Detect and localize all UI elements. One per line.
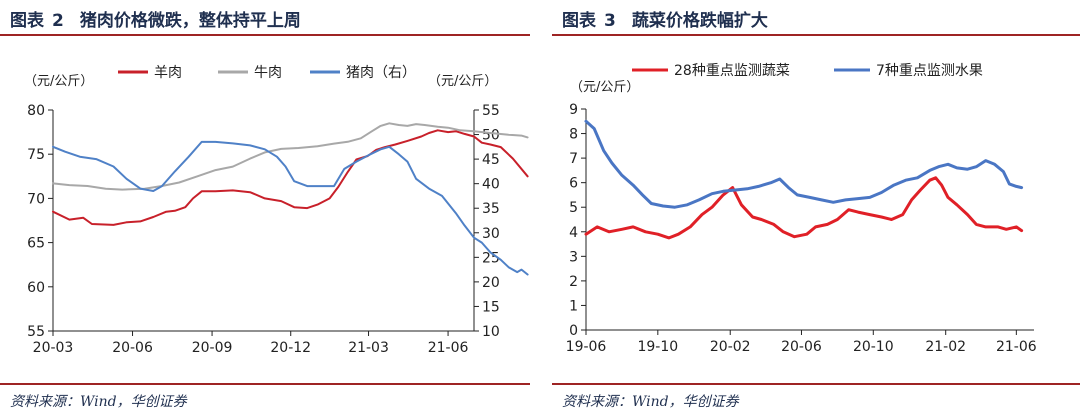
left-y-tick-label: 4	[569, 225, 578, 241]
x-tick-label: 20-06	[112, 340, 153, 356]
x-tick-label: 21-02	[925, 339, 966, 355]
x-tick-label: 20-10	[853, 339, 894, 355]
figure-3-bottom-rule	[552, 383, 1080, 385]
figure-3-source: 资料来源：Wind，华创证券	[562, 394, 739, 410]
left-unit-label: （元/公斤）	[24, 74, 93, 89]
left-y-tick-label: 9	[569, 102, 578, 118]
figure-3-label: 图表	[562, 11, 596, 31]
right-y-tick-label: 30	[482, 226, 500, 242]
vegetable-fruit-price-chart: 0 1 2 3 4 5 6 7 8 9 19-06 19-10 20-02 20-06 20-10 21-02…	[566, 63, 1037, 355]
x-tick-label: 19-10	[637, 339, 678, 355]
series-line	[584, 176, 1024, 240]
left-y-tick-label: 8	[569, 127, 578, 143]
left-y-tick-label: 65	[27, 236, 45, 252]
series-line	[52, 140, 529, 276]
figure-2-text: 猪肉价格微跌，整体持平上周	[79, 11, 301, 31]
left-y-tick-label: 55	[27, 324, 45, 340]
right-y-tick-label: 25	[482, 250, 500, 266]
x-tick-label: 20-06	[781, 339, 822, 355]
left-y-tick-label: 5	[569, 200, 578, 216]
left-y-tick-label: 7	[569, 151, 578, 167]
left-y-tick-label: 2	[569, 274, 578, 290]
series-line	[52, 129, 529, 226]
right-y-tick-label: 50	[482, 128, 500, 144]
right-y-tick-label: 10	[482, 324, 500, 340]
left-y-tick-label: 3	[569, 249, 578, 265]
figure-3-title: 图表 3 蔬菜价格跌幅扩大	[562, 6, 768, 31]
right-y-tick-label: 35	[482, 201, 500, 217]
figure-2-top-rule	[0, 34, 530, 36]
figure-3-text: 蔬菜价格跌幅扩大	[631, 11, 768, 31]
x-tick-label: 21-03	[348, 340, 389, 356]
right-unit-label: （元/公斤）	[428, 74, 497, 89]
series-line	[52, 122, 529, 191]
right-y-tick-label: 55	[482, 103, 500, 119]
figure-3-panel: 图表 3 蔬菜价格跌幅扩大 0 1 2 3 4 5 6 7 8 9 19-06 19-10 20-02 20-…	[552, 0, 1080, 418]
figure-3-top-rule	[552, 34, 1080, 36]
x-tick-label: 21-06	[996, 339, 1037, 355]
left-y-tick-label: 1	[569, 298, 578, 314]
left-unit-label: （元/公斤）	[570, 80, 639, 95]
x-tick-label: 20-12	[270, 340, 311, 356]
legend-label: 28种重点监测蔬菜	[674, 63, 790, 79]
left-y-tick-label: 75	[27, 147, 45, 163]
legend-label: 羊肉	[154, 65, 182, 81]
figure-2-source: 资料来源：Wind，华创证券	[10, 394, 187, 410]
figure-2-bottom-rule	[0, 383, 530, 385]
left-y-tick-label: 6	[569, 176, 578, 192]
right-y-tick-label: 45	[482, 152, 500, 168]
left-y-tick-label: 0	[569, 323, 578, 339]
legend-label: 牛肉	[254, 65, 282, 81]
x-tick-label: 20-02	[710, 339, 751, 355]
x-tick-label: 21-06	[428, 340, 469, 356]
series-line	[584, 119, 1024, 209]
x-tick-label: 20-09	[192, 340, 233, 356]
figure-3-number: 3	[604, 11, 616, 31]
legend-label: 猪肉（右）	[346, 65, 416, 81]
figure-2-panel: 图表 2 猪肉价格微跌，整体持平上周 55 60 65 70 75 80 10 15 20 25 30 3…	[0, 0, 530, 418]
right-y-tick-label: 15	[482, 299, 500, 315]
left-y-tick-label: 60	[27, 280, 45, 296]
left-y-tick-label: 70	[27, 191, 45, 207]
right-y-tick-label: 20	[482, 275, 500, 291]
x-tick-label: 20-03	[33, 340, 74, 356]
left-y-tick-label: 80	[27, 103, 45, 119]
figure-2-number: 2	[52, 11, 64, 31]
right-y-tick-label: 40	[482, 177, 500, 193]
legend-label: 7种重点监测水果	[876, 63, 983, 79]
figure-2-label: 图表	[10, 11, 44, 31]
figure-2-title: 图表 2 猪肉价格微跌，整体持平上周	[10, 6, 301, 31]
x-tick-label: 19-06	[566, 339, 607, 355]
